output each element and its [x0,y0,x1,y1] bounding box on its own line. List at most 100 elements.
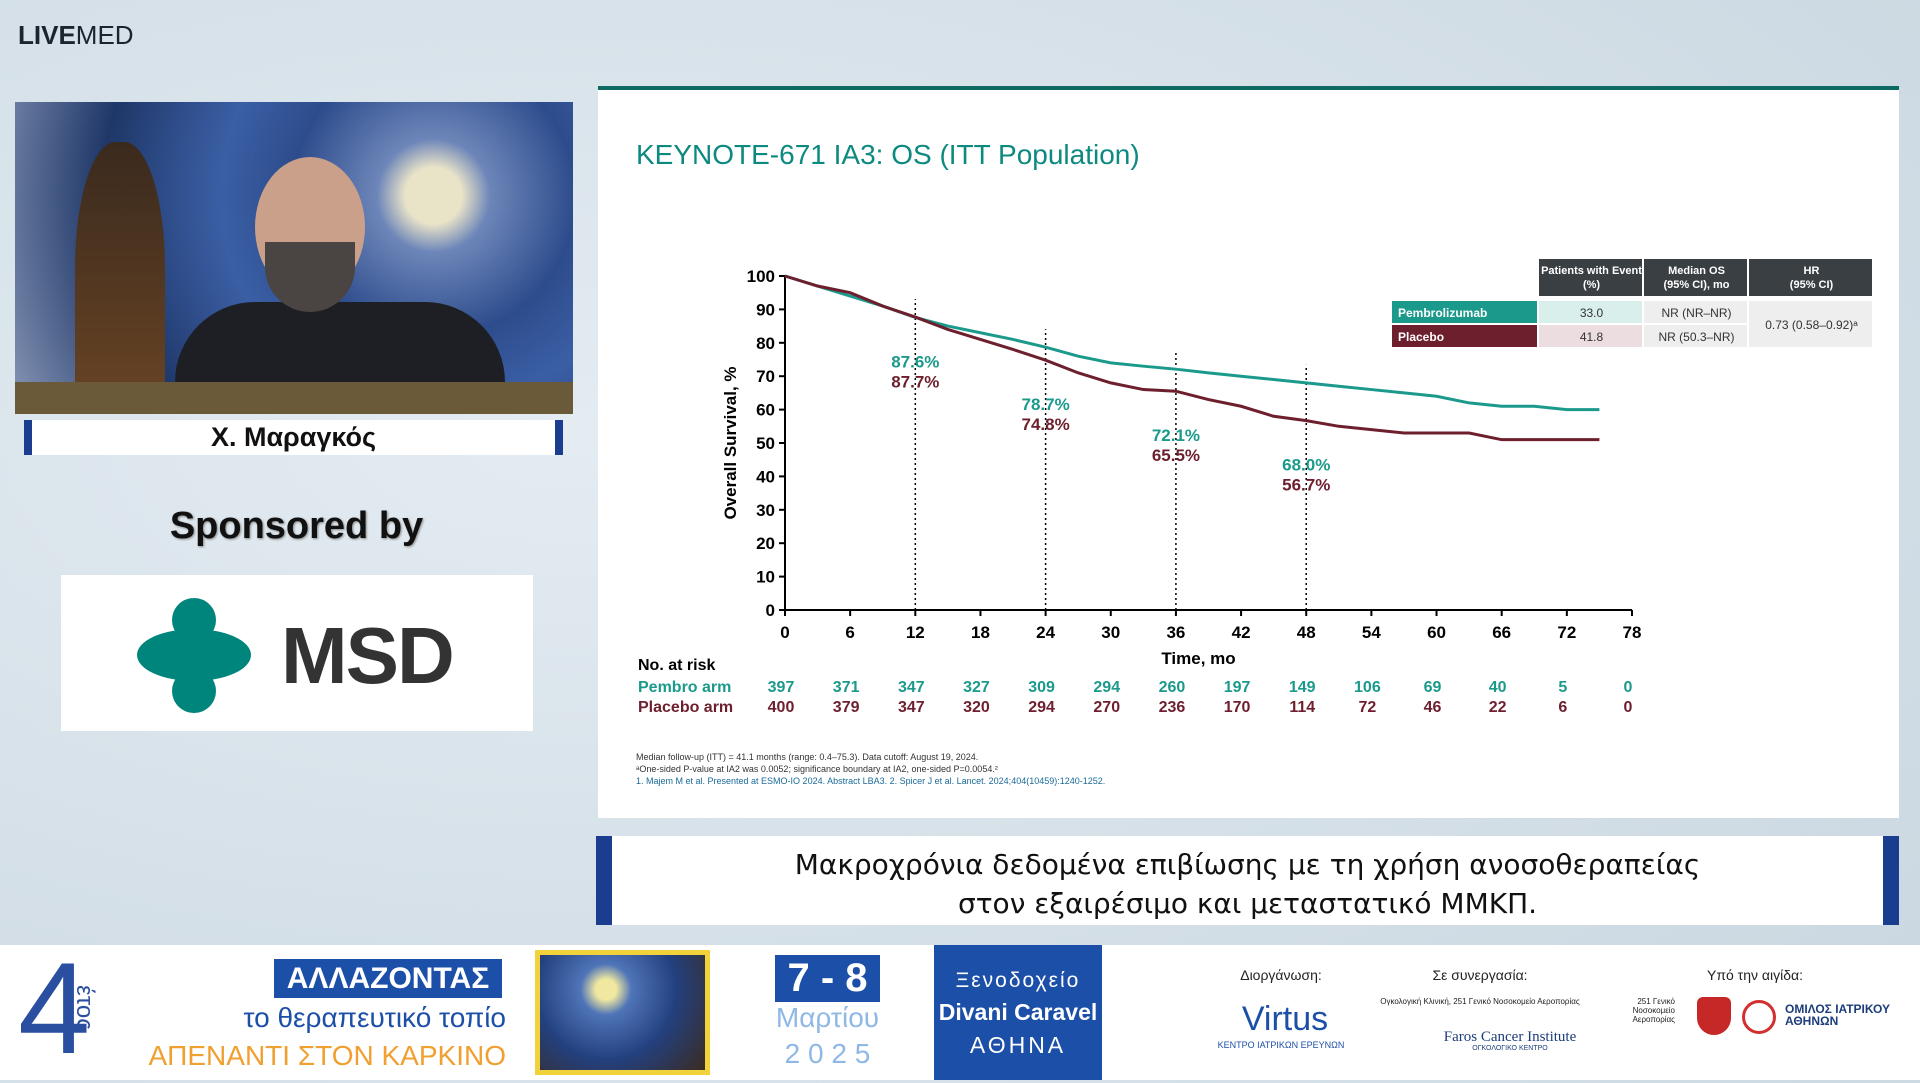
table-header-line: (%) [1583,279,1600,291]
logo-med: MED [75,20,134,50]
speaker-video [15,102,573,414]
risk-value: 347 [898,679,925,696]
table-cell [1539,301,1642,323]
caption: Μακροχρόνια δεδομένα επιβίωσης με τη χρή… [596,836,1899,925]
event-days: 7 - 8 [775,955,880,1002]
video-background [75,142,165,414]
table-header-line: (95% CI) [1790,279,1834,291]
risk-value: 0 [1624,679,1633,696]
chart: KEYNOTE-671 IA3: OS (ITT Population) 0 10… [636,139,1872,786]
auspices-group: ΟΜΙΛΟΣ ΙΑΤΡΙΚΟΥ ΑΘΗΝΩΝ [1785,1002,1891,1028]
risk-value: 236 [1159,699,1186,716]
table-cell [1644,301,1747,323]
landmark-label: 68.0% [1282,456,1330,475]
caption-line: στον εξαιρέσιμο και μεταστατικό ΜΜΚΠ. [957,887,1538,920]
risk-value: 309 [1028,679,1055,696]
x-tick-label: 54 [1362,623,1381,642]
painting [535,950,710,1075]
risk-value: 46 [1424,699,1442,716]
y-tick-label: 20 [756,534,775,553]
risk-value: 327 [963,679,990,696]
legend-swatch [1392,325,1537,347]
table-value: NR (50.3–NR) [1658,330,1734,344]
risk-value: 106 [1354,679,1381,696]
x-tick-label: 78 [1623,623,1642,642]
table-header-cell [1539,259,1642,296]
risk-value: 22 [1489,699,1507,716]
risk-value: 400 [768,699,795,716]
landmark-label: 56.7% [1282,476,1330,495]
sponsor-label: Sponsored by [169,505,424,547]
caption-line: Μακροχρόνια δεδομένα επιβίωσης με τη χρή… [794,848,1701,881]
table-header: Patients with Event (%) [1541,265,1642,291]
auspices-hospital: 251 Γενικό Νοσοκομείο Αεροπορίας [1632,997,1675,1024]
x-tick-label: 12 [906,623,925,642]
edition-word: έτος [71,985,98,1030]
y-tick-label: 100 [747,267,775,286]
logo: LIVEMED [18,20,134,51]
y-tick-label: 0 [766,601,775,620]
partner-label: Σε συνεργασία: [1432,967,1528,983]
footnote: Median follow-up (ITT) = 41.1 months (ra… [636,752,978,762]
speaker-beard [265,242,355,312]
organizer-name: Virtus [1241,1000,1329,1038]
y-tick-label: 60 [756,401,775,420]
landmark-label: 74.8% [1022,415,1070,434]
risk-value: 320 [963,699,990,716]
table-header-line: HR [1804,265,1820,277]
table-header-line: Median OS [1668,265,1725,277]
risk-value: 0 [1624,699,1633,716]
table-header: HR (95% CI) [1790,265,1834,291]
x-tick-label: 6 [845,623,854,642]
x-axis-label: Time, mo [1161,649,1235,668]
landmark-label: 87.7% [891,372,939,391]
y-tick-label: 90 [756,300,775,319]
risk-value: 170 [1224,699,1251,716]
event-banner: 4 έτος ΑΛΛΑΖΟΝΤΑΣ το θεραπευτικό τοπίο Α… [0,935,1920,1081]
risk-value: 197 [1224,679,1251,696]
risk-value: 149 [1289,679,1316,696]
risk-value: 114 [1289,699,1315,716]
organizer-sub: ΚΕΝΤΡΟ ΙΑΤΡΙΚΩΝ ΕΡΕΥΝΩΝ [1217,1040,1345,1050]
venue-line: Ξενοδοχείο [955,969,1081,992]
landmark-label: 65.5% [1152,446,1200,465]
table-value: NR (NR–NR) [1662,306,1732,320]
risk-value: 5 [1558,679,1567,696]
x-tick-label: 66 [1492,623,1511,642]
table-cell [1644,325,1747,347]
logo-live: LIVE [18,20,76,50]
risk-value: 40 [1489,679,1507,696]
table-value: 0.73 (0.58–0.92)ᵃ [1765,318,1858,332]
x-tick-label: 72 [1557,623,1576,642]
partner-clinic: Ογκολογική Κλινική, 251 Γενικό Νοσοκομεί… [1380,997,1580,1006]
table-header-line: Patients with Event [1541,265,1642,277]
footnote: ᵃOne-sided P-value at IA2 was 0.0052; si… [636,764,998,774]
auspices-label: Υπό την αιγίδα: [1707,967,1803,983]
x-tick-label: 30 [1101,623,1120,642]
table-header-cell [1749,259,1872,296]
landmark-label: 72.1% [1152,426,1200,445]
risk-value: 347 [898,699,925,716]
x-tick-label: 60 [1427,623,1446,642]
desk [15,382,573,414]
y-tick-label: 30 [756,501,775,520]
risk-value: 72 [1358,699,1376,716]
y-axis-label: Overall Survival, % [721,366,740,519]
risk-row-label: Placebo arm [638,699,733,716]
table-header: Median OS (95% CI), mo [1663,265,1729,291]
slide-title: KEYNOTE-671 IA3: OS (ITT Population) [636,139,1140,170]
x-tick-label: 24 [1036,623,1055,642]
table-header-line: (95% CI), mo [1663,279,1729,291]
event-year: 2 0 2 5 [784,1038,871,1069]
risk-value: 371 [833,679,860,696]
risk-value: 397 [768,679,795,696]
hospital-emblem [1697,997,1731,1035]
y-tick-label: 70 [756,367,775,386]
slide: KEYNOTE-671 IA3: OS (ITT Population) 0 10… [598,86,1899,818]
title-line: ΑΠΕΝΑΝΤΙ ΣΤΟΝ ΚΑΡΚΙΝΟ [148,1040,506,1071]
table-value: 33.0 [1580,306,1604,320]
risk-value: 6 [1558,699,1567,716]
table-value: 41.8 [1580,330,1604,344]
landmark-label: 78.7% [1022,395,1070,414]
